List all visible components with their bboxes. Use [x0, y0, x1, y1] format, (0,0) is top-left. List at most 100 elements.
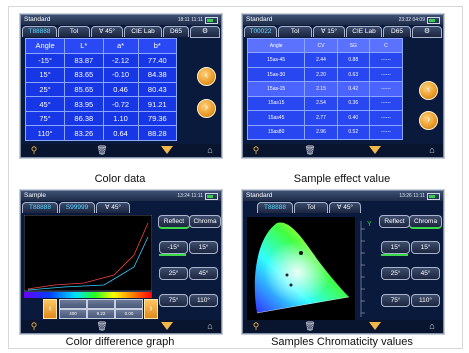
selected-indicator: [381, 254, 408, 256]
tab-tolerance[interactable]: Tol: [278, 26, 312, 37]
bottom-toolbar: ⚲ 🗑 ⌂: [21, 144, 221, 157]
column-header: Angle: [24, 38, 66, 54]
angle-button-15a[interactable]: 15°: [381, 241, 410, 254]
table-row[interactable]: -15° 83.87 -2.12 77.40: [24, 52, 178, 69]
table-cell: 0.46: [102, 81, 139, 98]
search-icon[interactable]: ⚲: [252, 145, 260, 155]
angle-button-45[interactable]: 45°: [189, 267, 218, 280]
table-cell: -0.72: [102, 96, 139, 112]
down-triangle-icon[interactable]: [161, 146, 173, 154]
table-cell: ------: [368, 124, 404, 141]
spectral-graph: [24, 215, 152, 298]
home-icon[interactable]: ⌂: [429, 145, 435, 155]
tab-standard-id[interactable]: T88888: [257, 202, 293, 213]
angle-button-75[interactable]: 75°: [381, 294, 410, 307]
gear-icon[interactable]: ⚙: [412, 26, 442, 38]
tab-angle[interactable]: ∀ 15°: [313, 26, 345, 37]
right-arrow-icon[interactable]: ›: [419, 111, 438, 130]
down-triangle-icon[interactable]: [369, 146, 381, 154]
table-cell: 2.77: [304, 110, 338, 126]
tab-standard-id[interactable]: T00022: [244, 26, 277, 37]
angle-button-15[interactable]: 15°: [189, 241, 218, 254]
reflect-button[interactable]: Reflect: [158, 215, 190, 229]
table-row[interactable]: 110° 83.26 0.64 88.28: [24, 125, 178, 141]
table-cell: 25°: [24, 81, 66, 98]
tab-angle[interactable]: ∀ 45°: [96, 202, 130, 213]
table-row[interactable]: 15as-30 2.20 0.63 ------: [246, 66, 404, 83]
search-icon[interactable]: ⚲: [30, 145, 38, 155]
caption-sample-effect: Sample effect value: [293, 173, 391, 185]
trash-icon[interactable]: 🗑: [96, 145, 108, 155]
left-arrow-icon[interactable]: ‹: [419, 81, 438, 100]
search-icon[interactable]: ⚲: [30, 321, 38, 331]
angle-button-25[interactable]: 25°: [159, 267, 188, 280]
table-row[interactable]: 15as80 2.96 0.52 ------: [246, 124, 404, 141]
table-cell: ------: [368, 52, 404, 68]
column-header: CV: [304, 37, 338, 54]
table-row[interactable]: 45° 83.95 -0.72 91.21: [24, 96, 178, 112]
angle-button-15b[interactable]: 15°: [411, 241, 440, 254]
down-triangle-icon[interactable]: [161, 322, 173, 330]
angle-button-110[interactable]: 110°: [189, 294, 218, 307]
trash-icon[interactable]: 🗑: [304, 321, 316, 331]
table-cell: 2.44: [304, 52, 338, 68]
tab-color-space[interactable]: CIE Lab: [346, 26, 382, 37]
angle-button-m15[interactable]: -15°: [159, 241, 188, 254]
table-row[interactable]: 15as45 2.77 0.40 ------: [246, 110, 404, 126]
tab-angle[interactable]: ∀ 45°: [91, 26, 123, 37]
battery-icon: [205, 17, 218, 24]
tab-tolerance[interactable]: Tol: [294, 202, 328, 213]
column-header: SG: [336, 37, 370, 54]
table-cell: 2.20: [304, 66, 338, 83]
chroma-button[interactable]: Chroma: [189, 215, 221, 228]
tab-sample-id[interactable]: S99999: [59, 202, 95, 213]
angle-button-25[interactable]: 25°: [381, 267, 410, 280]
tab-illuminant[interactable]: D65: [383, 26, 411, 37]
chroma-button[interactable]: Chroma: [409, 215, 442, 229]
table-cell: 77.40: [137, 52, 178, 69]
screen-title: Standard: [246, 192, 273, 199]
tab-bar: T88888 Tol ∀ 45°: [243, 202, 443, 213]
table-cell: 80.43: [137, 81, 178, 98]
left-arrow-icon[interactable]: ‹: [197, 67, 216, 86]
reflect-button[interactable]: Reflect: [379, 215, 410, 228]
table-cell: 0.52: [336, 124, 370, 141]
screen-title: Sample: [24, 192, 47, 199]
home-icon[interactable]: ⌂: [207, 145, 213, 155]
table-cell: 75°: [24, 110, 66, 127]
trash-icon[interactable]: 🗑: [96, 321, 108, 331]
table-row[interactable]: 15° 83.65 -0.10 84.38: [24, 67, 178, 83]
right-arrow-icon[interactable]: ›: [197, 99, 216, 118]
tab-tolerance[interactable]: Tol: [58, 26, 90, 37]
tab-color-space[interactable]: CIE Lab: [124, 26, 162, 37]
table-row[interactable]: 25° 85.65 0.46 80.43: [24, 81, 178, 98]
title-bar: Sample 13:24 11:11: [21, 191, 221, 201]
trash-icon[interactable]: 🗑: [304, 145, 316, 155]
angle-button-75[interactable]: 75°: [159, 294, 188, 307]
down-triangle-icon[interactable]: [369, 322, 381, 330]
tab-illuminant[interactable]: D65: [163, 26, 189, 37]
table-cell: ------: [368, 81, 404, 97]
home-icon[interactable]: ⌂: [207, 321, 213, 331]
table-row[interactable]: 15as-45 2.44 0.88 ------: [246, 52, 404, 68]
tab-angle[interactable]: ∀ 45°: [329, 202, 361, 213]
table-row[interactable]: 15as15 2.54 0.36 ------: [246, 95, 404, 112]
tab-standard-id[interactable]: T88888: [22, 26, 57, 37]
column-header: b*: [137, 38, 178, 54]
table-row[interactable]: 15as-15 2.15 0.42 ------: [246, 81, 404, 97]
angle-button-45[interactable]: 45°: [411, 267, 440, 280]
color-data-table: Angle L* a* b* -15° 83.87 -2.12 77.40 15° 83.65 -0…: [24, 38, 178, 141]
chromaticity-screen: Standard 13:26 11:11 T88888 Tol ∀ 45°: [242, 190, 444, 334]
screen-title: Standard: [246, 16, 273, 23]
left-arrow-icon[interactable]: ‹: [43, 299, 57, 319]
home-icon[interactable]: ⌂: [429, 321, 435, 331]
table-row[interactable]: 75° 86.38 1.10 79.36: [24, 110, 178, 127]
readout-delta: 0.00: [115, 309, 143, 319]
angle-button-110[interactable]: 110°: [411, 294, 440, 307]
table-cell: 79.36: [137, 110, 178, 127]
gear-icon[interactable]: ⚙: [190, 26, 220, 38]
right-arrow-icon[interactable]: ›: [144, 299, 158, 319]
tab-standard-id[interactable]: T88888: [22, 202, 58, 213]
table-cell: 0.64: [102, 125, 139, 141]
search-icon[interactable]: ⚲: [252, 321, 260, 331]
